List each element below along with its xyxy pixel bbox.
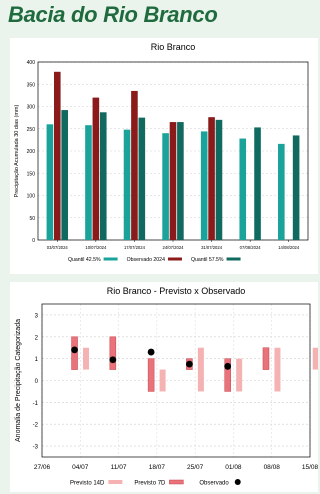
y-tick-label: -2 xyxy=(33,423,39,429)
x-tick-label: 17/07/2024 xyxy=(124,245,146,250)
y-tick-label: 1 xyxy=(35,357,39,363)
observed-point xyxy=(224,362,232,370)
x-tick-label: 03/07/2024 xyxy=(47,245,69,250)
legend-swatch xyxy=(103,257,118,261)
x-tick-label: 04/07 xyxy=(72,464,89,471)
legend-label: Previsto 7D xyxy=(134,481,166,487)
y-tick-label: 200 xyxy=(27,149,36,155)
bar xyxy=(200,131,208,240)
bar xyxy=(46,124,54,240)
y-tick-label: 400 xyxy=(27,60,36,66)
bar xyxy=(278,143,285,240)
forecast-14d-bar xyxy=(197,347,204,392)
forecast-7d-bar xyxy=(224,358,231,392)
y-tick-label: 2 xyxy=(35,335,39,341)
bar xyxy=(92,97,100,240)
bar xyxy=(53,71,61,240)
chart-title: Rio Branco - Previsto x Observado xyxy=(107,286,246,296)
y-axis-label: Anomalia de Precipitação Categorizada xyxy=(15,319,22,442)
x-tick-label: 18/07 xyxy=(149,464,166,471)
forecast-7d-bar xyxy=(262,347,270,370)
bar xyxy=(254,127,261,240)
bar xyxy=(123,129,131,240)
page-title: Bacia do Rio Branco xyxy=(8,2,218,27)
y-tick-label: 300 xyxy=(27,105,36,111)
x-tick-label: 10/07/2024 xyxy=(85,245,107,250)
legend-swatch xyxy=(167,257,182,261)
legend-label: Quantil 42.5% xyxy=(68,257,101,263)
y-tick-label: 250 xyxy=(27,127,36,133)
chart-panel-forecast: Rio Branco - Previsto x Observado -3 -2 -1 0… xyxy=(10,282,318,492)
observed-point xyxy=(186,360,193,368)
chart-panel-precipitation: Rio Branco 0 50 100 150 200 250 300 350 400 Precip… xyxy=(10,38,318,274)
observed-point xyxy=(147,348,155,356)
y-tick-label: -3 xyxy=(33,445,39,451)
x-tick-label: 11/07 xyxy=(111,464,127,471)
chart-title: Rio Branco xyxy=(151,42,196,52)
bar xyxy=(131,90,138,240)
forecast-7d-bar xyxy=(147,358,155,392)
x-tick-label: 08/08 xyxy=(264,464,281,471)
legend-swatch xyxy=(108,480,123,484)
bar xyxy=(169,122,177,240)
forecast-7d-bar xyxy=(109,336,117,370)
bar xyxy=(85,125,92,240)
y-tick-label: 3 xyxy=(35,313,39,319)
bar xyxy=(177,122,184,240)
x-tick-label: 01/08 xyxy=(225,464,242,471)
legend-label: Observado 2024 xyxy=(127,257,165,263)
legend-swatch xyxy=(169,479,184,485)
y-tick-label: 350 xyxy=(27,82,36,88)
forecast-14d-bar xyxy=(274,347,281,392)
y-axis-label: Precipitação Acumulada 30 dias (mm) xyxy=(14,105,20,198)
legend-marker xyxy=(234,479,241,485)
forecast-14d-bar xyxy=(159,369,166,392)
bar xyxy=(208,117,215,240)
forecast-14d-bar xyxy=(312,347,318,370)
legend-label: Previsto 14D xyxy=(70,481,105,487)
bar xyxy=(292,135,300,240)
x-tick-label: 27/06 xyxy=(34,464,51,471)
x-tick-label: 31/07/2024 xyxy=(201,245,223,250)
bar xyxy=(215,119,223,240)
legend-swatch xyxy=(226,257,241,261)
y-tick-label: 100 xyxy=(27,194,36,200)
y-tick-label: 0 xyxy=(35,379,39,385)
observed-point xyxy=(71,346,78,354)
x-tick-label: 25/07 xyxy=(187,464,204,471)
legend-label: Quantil 57.5% xyxy=(191,257,224,263)
legend-label: Observado xyxy=(199,481,229,487)
bar xyxy=(61,110,68,240)
y-tick-label: 0 xyxy=(32,238,35,244)
x-tick-label: 07/08/2024 xyxy=(240,245,262,250)
y-tick-label: -1 xyxy=(33,401,39,407)
bar xyxy=(162,133,169,240)
bar xyxy=(239,138,247,240)
x-tick-label: 14/08/2024 xyxy=(278,245,300,250)
y-tick-label: 50 xyxy=(29,216,35,222)
x-tick-label: 24/07/2024 xyxy=(163,245,185,250)
x-tick-label: 15/08 xyxy=(302,464,318,471)
precipitation-bar-chart: Rio Branco 0 50 100 150 200 250 300 350 400 Precip… xyxy=(14,42,309,263)
bar xyxy=(99,112,107,240)
forecast-14d-bar xyxy=(236,358,243,392)
forecast-vs-observed-chart: Rio Branco - Previsto x Observado -3 -2 -1 0… xyxy=(15,286,318,487)
bar xyxy=(138,117,146,240)
plot-frame xyxy=(41,303,311,458)
observed-point xyxy=(109,356,117,364)
y-tick-label: 150 xyxy=(27,171,36,177)
forecast-14d-bar xyxy=(83,347,90,370)
